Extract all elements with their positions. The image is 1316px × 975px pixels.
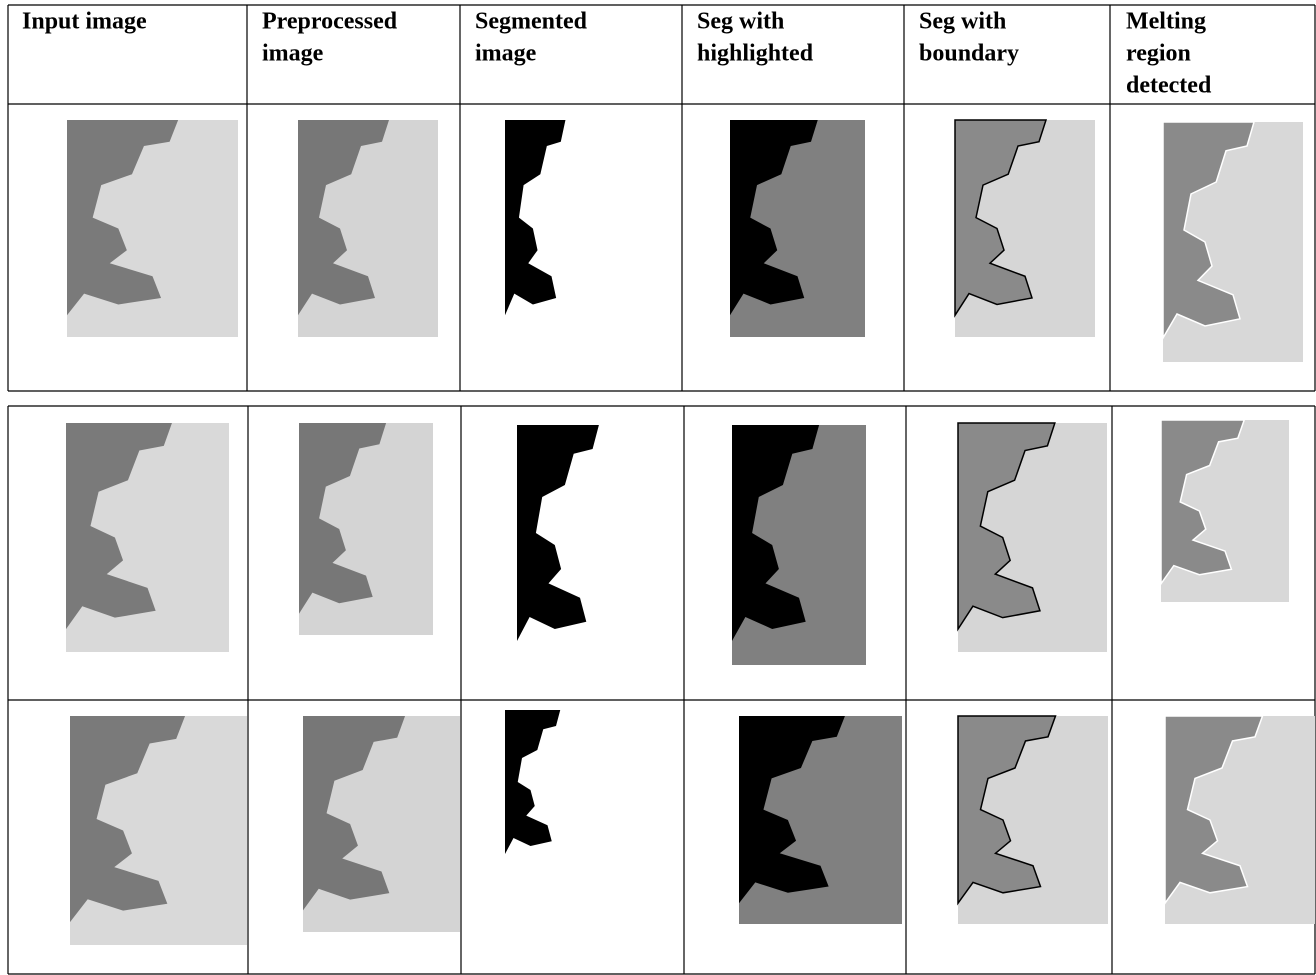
column-header: Seg with [697, 9, 784, 35]
result-image [298, 120, 438, 337]
result-image [67, 120, 238, 337]
result-image [1165, 716, 1315, 924]
column-header: boundary [919, 41, 1019, 67]
result-image [955, 120, 1095, 337]
result-image [70, 716, 247, 945]
column-header: Seg with [919, 9, 1006, 35]
figure-table: Input image Preprocessed image Segmented ima… [0, 0, 1316, 975]
result-image [66, 423, 229, 652]
result-image [299, 423, 433, 635]
column-header: detected [1126, 73, 1212, 99]
column-header: Melting [1126, 9, 1206, 35]
result-image [730, 120, 865, 337]
result-image [303, 716, 460, 932]
result-image [505, 120, 598, 337]
result-image [958, 716, 1108, 924]
result-image [1161, 420, 1289, 602]
result-image [958, 423, 1107, 652]
result-image [732, 425, 866, 665]
column-header: highlighted [697, 41, 814, 67]
column-header: image [262, 41, 324, 67]
column-header: Segmented [475, 9, 588, 35]
column-header: Preprocessed [262, 9, 398, 35]
page: {"table": {"headers": [["Input image"], … [0, 0, 1316, 975]
result-image [1163, 122, 1303, 362]
column-header: Input image [22, 9, 147, 35]
column-header: image [475, 41, 537, 67]
result-image [739, 716, 902, 924]
result-image [505, 710, 590, 870]
result-image [517, 425, 643, 665]
column-header: region [1126, 41, 1191, 67]
